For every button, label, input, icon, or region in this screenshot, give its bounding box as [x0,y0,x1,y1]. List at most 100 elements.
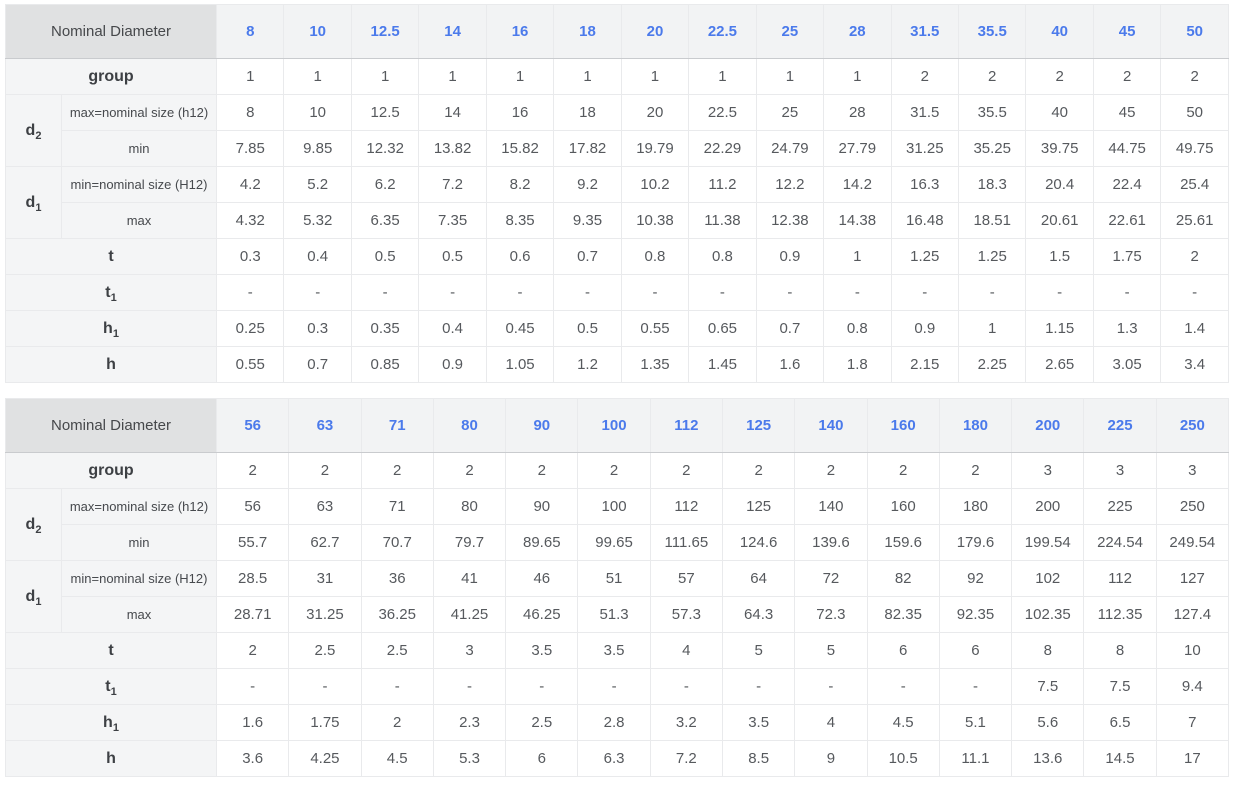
value-cell: - [553,274,622,311]
value-cell: 2 [505,452,579,489]
size-column-header[interactable]: 125 [721,398,796,453]
param-row-label: h1 [4,310,218,347]
value-cell: 7.2 [649,740,723,777]
value-cell: - [505,668,579,705]
param-symbol-text: h [103,713,113,731]
value-cell: 8 [1011,632,1085,669]
value-cell: 0.4 [283,238,352,275]
size-column-header[interactable]: 63 [288,398,362,453]
size-column-header[interactable]: 8 [216,4,285,59]
size-column-header[interactable]: 160 [866,398,940,453]
size-column-header[interactable]: 71 [360,398,434,453]
size-column-header[interactable]: 45 [1092,4,1162,59]
size-column-header[interactable]: 16 [485,4,555,59]
size-column-header[interactable]: 10 [283,4,352,59]
value-cell: 12.2 [755,166,825,203]
param-desc-label: min [60,524,218,561]
param-desc-label: max=nominal size (h12) [60,488,218,525]
value-cell: 3.05 [1092,346,1162,383]
value-cell: 1 [620,58,690,95]
size-column-header[interactable]: 28 [823,4,892,59]
size-column-header[interactable]: 180 [938,398,1013,453]
value-cell: 82.35 [866,596,940,633]
size-column-header[interactable]: 20 [620,4,690,59]
size-column-header[interactable]: 22.5 [688,4,757,59]
value-cell: 18 [553,94,622,131]
value-cell: 41 [432,560,507,597]
param-symbol: d1 [5,166,62,239]
value-cell: 4 [649,632,723,669]
value-cell: 89.65 [505,524,579,561]
value-cell: - [938,668,1013,705]
value-cell: 7.5 [1011,668,1085,705]
size-column-header[interactable]: 90 [505,398,579,453]
value-cell: 7.2 [418,166,487,203]
value-cell: 225 [1083,488,1157,525]
size-column-header[interactable]: 225 [1083,398,1157,453]
value-cell: 112 [649,488,723,525]
value-cell: 31.5 [890,94,960,131]
value-cell: - [866,668,940,705]
value-cell: 3.4 [1160,346,1229,383]
size-column-header[interactable]: 112 [649,398,723,453]
value-cell: 0.8 [823,310,892,347]
value-cell: 5 [721,632,796,669]
size-column-header[interactable]: 50 [1160,4,1229,59]
value-cell: 1.15 [1025,310,1094,347]
value-cell: 112 [1083,560,1157,597]
table-row: t1- - - - - - - - - - - - - - - [4,274,1229,311]
param-symbol-text: d [25,193,36,211]
param-subscript: 1 [112,721,119,734]
size-column-header[interactable]: 31.5 [890,4,960,59]
value-cell: 36.25 [360,596,434,633]
value-cell: 10.38 [620,202,690,239]
size-column-header[interactable]: 35.5 [957,4,1027,59]
size-column-header[interactable]: 56 [216,398,290,453]
size-column-header[interactable]: 140 [794,398,868,453]
value-cell: 179.6 [938,524,1013,561]
size-column-header[interactable]: 12.5 [350,4,420,59]
value-cell: - [1025,274,1094,311]
size-column-header[interactable]: 200 [1011,398,1085,453]
value-cell: 0.5 [553,310,622,347]
value-cell: 0.55 [216,346,285,383]
value-cell: 250 [1155,488,1230,525]
value-cell: 125 [721,488,796,525]
table-row: h 0.55 0.7 0.85 0.9 1.05 1.2 1.35 1.45 1.6 1.8 2.15… [4,346,1229,383]
value-cell: 7.5 [1083,668,1157,705]
table-row: t1- - - - - - - - - - -7.5 7.5 9.4 [4,668,1230,705]
size-column-header[interactable]: 18 [553,4,622,59]
group-row-label: group [4,58,218,95]
value-cell: 28 [823,94,892,131]
param-subscript: 1 [110,685,117,698]
table-row: Nominal Diameter 56 63 71 80 90 100 112 125 140 16… [4,398,1230,453]
value-cell: 1 [553,58,622,95]
value-cell: 22.29 [688,130,757,167]
value-cell: - [288,668,362,705]
value-cell: 10 [283,94,352,131]
value-cell: 2 [216,452,290,489]
param-row-label: h1 [4,704,218,741]
value-cell: 2 [1092,58,1162,95]
value-cell: 64.3 [721,596,796,633]
value-cell: 199.54 [1011,524,1085,561]
value-cell: 0.9 [890,310,960,347]
table-row: Nominal Diameter 8 10 12.5 14 16 18 20 22.5 25 28 3… [4,4,1229,59]
table-row: group 2 2 2 2 2 2 2 2 2 2 2 3 3 3 [4,452,1230,489]
value-cell: 11.38 [688,202,757,239]
value-cell: 2.5 [505,704,579,741]
value-cell: 2.5 [360,632,434,669]
param-symbol-text: t [105,283,111,301]
value-cell: 99.65 [577,524,651,561]
size-column-header[interactable]: 25 [755,4,825,59]
size-column-header[interactable]: 80 [432,398,507,453]
value-cell: 79.7 [432,524,507,561]
value-cell: 6.2 [350,166,420,203]
param-row-label: t [4,238,218,275]
size-column-header[interactable]: 250 [1155,398,1230,453]
size-column-header[interactable]: 100 [577,398,651,453]
value-cell: 180 [938,488,1013,525]
value-cell: 25.61 [1160,202,1229,239]
size-column-header[interactable]: 14 [418,4,487,59]
size-column-header[interactable]: 40 [1025,4,1094,59]
